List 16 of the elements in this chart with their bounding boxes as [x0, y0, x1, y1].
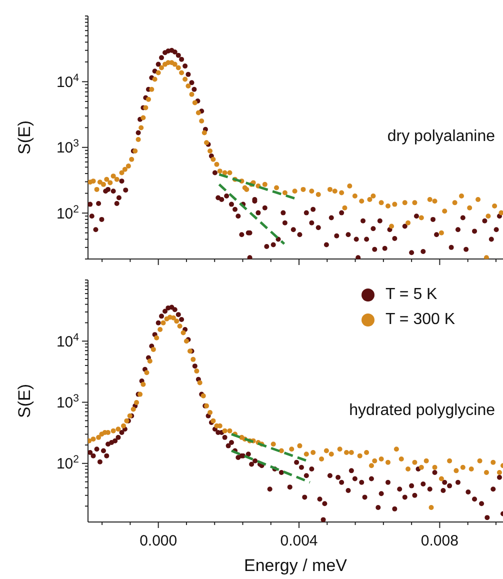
- x-tick-label: 0.008: [420, 532, 458, 550]
- y-tick-label: 10$^{4}$: [56, 72, 80, 91]
- annotation: hydrated polyglycine: [349, 402, 495, 420]
- y-tick-label: 10$^{3}$: [56, 138, 80, 157]
- legend-label: T = 5 K: [385, 286, 438, 304]
- x-axis-title: Energy / meV: [244, 556, 348, 575]
- annotation: dry polyalanine: [387, 128, 495, 146]
- legend-label: T = 300 K: [385, 310, 455, 328]
- y-axis-title: S(E): [14, 384, 34, 418]
- x-tick-label: 0.004: [280, 532, 318, 550]
- y-tick-label: 10$^{4}$: [56, 331, 80, 350]
- y-tick-label: 10$^{2}$: [56, 454, 80, 473]
- x-tick-label: 0.000: [140, 532, 178, 550]
- y-tick-label: 10$^{2}$: [56, 203, 80, 222]
- y-axis-title: S(E): [14, 120, 34, 154]
- y-tick-label: 10$^{3}$: [56, 392, 80, 412]
